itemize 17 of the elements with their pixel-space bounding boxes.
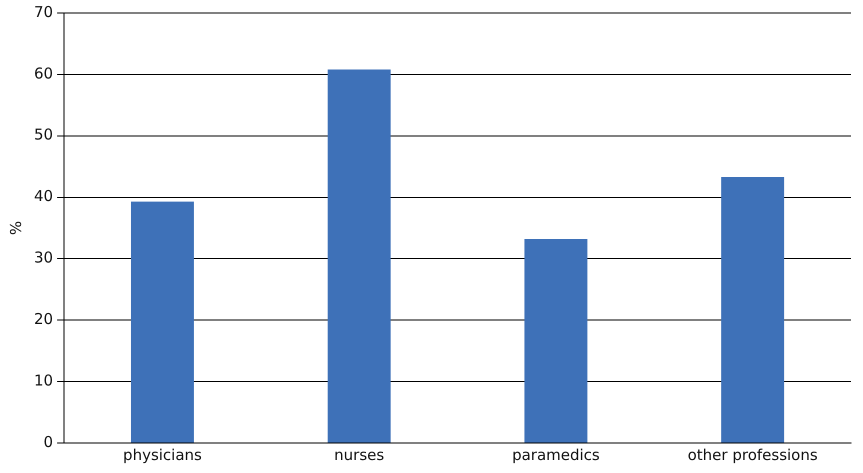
- y-tick-label: 30: [34, 248, 54, 267]
- x-tick-label: paramedics: [512, 446, 600, 464]
- x-tick-label: other professions: [688, 446, 818, 464]
- y-tick-label: 70: [34, 2, 54, 21]
- y-tick-label: 10: [34, 371, 54, 390]
- y-axis-title: %: [6, 220, 25, 236]
- y-tick-label: 60: [34, 64, 54, 82]
- x-tick-label: nurses: [334, 446, 384, 464]
- bar: [328, 70, 391, 442]
- x-tick-label: physicians: [123, 446, 202, 464]
- bar: [524, 239, 588, 442]
- bar: [130, 202, 194, 442]
- y-tick-label: 40: [34, 187, 54, 206]
- y-tick-label: 50: [34, 126, 54, 144]
- y-tick-label: 0: [44, 432, 54, 451]
- y-tick-label: 20: [34, 310, 54, 328]
- bar: [721, 177, 784, 442]
